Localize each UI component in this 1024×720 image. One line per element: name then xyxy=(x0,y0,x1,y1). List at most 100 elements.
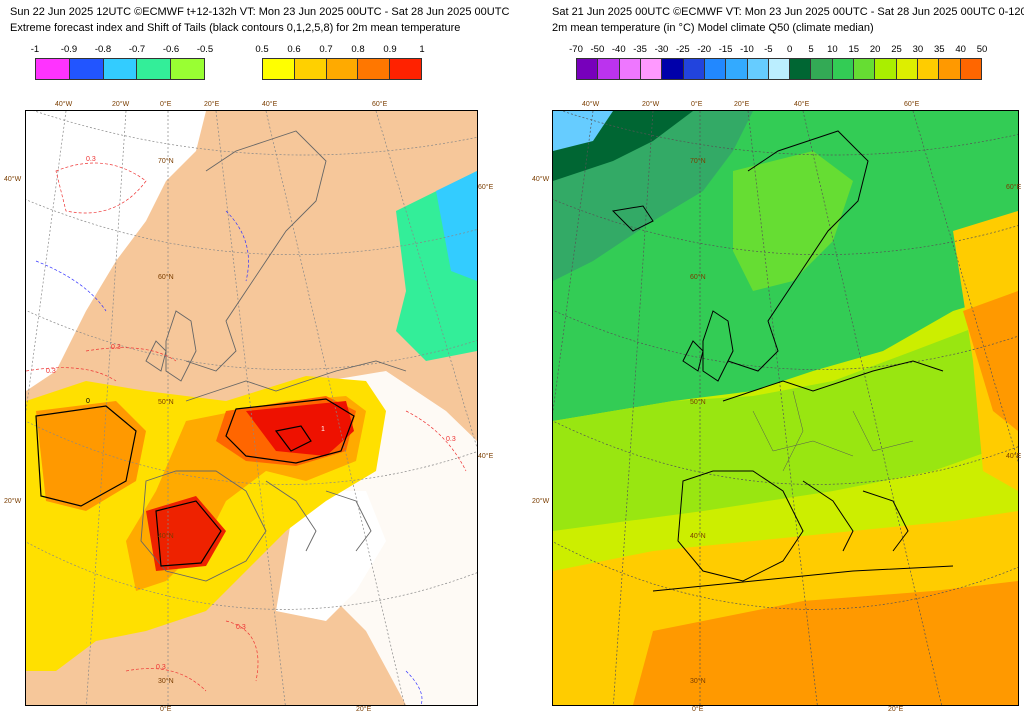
graticule-label: 60°N xyxy=(690,274,706,281)
legend-swatch xyxy=(171,59,204,79)
legend-label: 0 xyxy=(787,44,793,55)
graticule-label: 40°E xyxy=(262,101,278,108)
contour-label: 0.3 xyxy=(446,436,456,443)
legend-swatch xyxy=(832,59,855,79)
legend-label: -1 xyxy=(30,44,40,55)
legend-label: -20 xyxy=(697,44,712,55)
graticule-label: 0°E xyxy=(160,101,172,108)
legend-label: 0.8 xyxy=(351,44,365,55)
contour-label: 0.3 xyxy=(46,368,56,375)
graticule-label: 30°N xyxy=(690,678,706,685)
legend-label: -40 xyxy=(611,44,626,55)
legend-label: 0.5 xyxy=(255,44,269,55)
graticule-label: 0°E xyxy=(160,706,172,713)
legend-label: 5 xyxy=(808,44,814,55)
legend-swatch xyxy=(939,59,961,79)
legend-label: -35 xyxy=(633,44,647,55)
legend-swatch xyxy=(619,59,641,79)
efi-warm-legend-labels: 0.5 0.6 0.7 0.8 0.9 1 xyxy=(255,44,425,58)
efi-panel: Sun 22 Jun 2025 12UTC ©ECMWF t+12-132h V… xyxy=(4,6,510,713)
efi-title-line1: Sun 22 Jun 2025 12UTC ©ECMWF t+12-132h V… xyxy=(10,6,510,18)
map-graticule xyxy=(26,111,477,705)
legend-label: -25 xyxy=(675,44,690,55)
legend-swatch xyxy=(294,59,327,79)
legend-label: -0.5 xyxy=(196,44,214,55)
contour-label: 0.3 xyxy=(111,344,121,351)
legend-swatch xyxy=(726,59,748,79)
map-coastlines xyxy=(140,130,407,582)
legend-label: -5 xyxy=(764,44,773,55)
graticule-label: 40°N xyxy=(158,533,174,540)
legend-swatch xyxy=(662,59,684,79)
graticule-label: 0°E xyxy=(692,706,704,713)
graticule-label: 60°E xyxy=(1006,184,1022,191)
map-orange-east xyxy=(963,291,1018,431)
climate-map xyxy=(552,110,1019,706)
contour-label: 1 xyxy=(321,426,325,433)
legend-label: 50 xyxy=(976,44,988,55)
graticule-label: 60°E xyxy=(478,184,494,191)
legend-label: -50 xyxy=(590,44,605,55)
map-coastlines xyxy=(611,130,954,592)
legend-label: 30 xyxy=(912,44,924,55)
legend-label: 25 xyxy=(891,44,902,55)
graticule-label: 70°N xyxy=(690,158,706,165)
legend-label: 1 xyxy=(419,44,425,55)
map-green-scandinavia xyxy=(733,151,853,291)
efi-cold-legend-labels: -1 -0.9 -0.8 -0.7 -0.6 -0.5 xyxy=(31,44,213,58)
climate-map-canvas xyxy=(553,111,1018,705)
legend-swatch xyxy=(137,59,172,79)
legend-label: 20 xyxy=(869,44,881,55)
legend-label: -0.8 xyxy=(94,44,112,55)
legend-label: 35 xyxy=(933,44,945,55)
legend-swatch xyxy=(640,59,663,79)
legend-swatch xyxy=(69,59,104,79)
climate-title-line1: Sat 21 Jun 2025 00UTC ©ECMWF VT: Mon 23 … xyxy=(552,6,1024,18)
legend-swatch xyxy=(577,59,599,79)
legend-label: -10 xyxy=(740,44,754,55)
map-efi-blue-dashed xyxy=(35,210,423,705)
map-contour-labels: 0.3 0.3 0.3 0.3 0.3 0.3 0 1 xyxy=(46,156,456,671)
map-efi-red-dashed xyxy=(26,162,467,692)
map-cyan-arctic xyxy=(553,111,613,151)
graticule-label: 40°N xyxy=(690,533,706,540)
graticule-label: 20°W xyxy=(642,101,660,108)
legend-label: 0.6 xyxy=(287,44,301,55)
map-efi-cyan xyxy=(436,171,477,281)
efi-warm-legend: 0.5 0.6 0.7 0.8 0.9 1 xyxy=(255,44,425,88)
map-efi-red-iberia xyxy=(146,496,226,571)
legend-label: 15 xyxy=(848,44,860,55)
legend-label: -15 xyxy=(718,44,733,55)
legend-label: -0.9 xyxy=(60,44,78,55)
climate-title-line2: 2m mean temperature (in °C) Model climat… xyxy=(552,22,874,34)
legend-swatch xyxy=(683,59,705,79)
contour-label: 0.3 xyxy=(86,156,96,163)
graticule-label: 70°N xyxy=(158,158,174,165)
legend-swatch xyxy=(103,59,138,79)
legend-label: 0.9 xyxy=(383,44,397,55)
efi-map: 0.3 0.3 0.3 0.3 0.3 0.3 0 1 xyxy=(25,110,478,706)
climate-legend: -70 -50 -40 -35 -30 -25 -20 -15 -10 -5 0 5 10 15 20 25 3… xyxy=(569,44,987,88)
map-efi-orange-west xyxy=(36,401,146,511)
climate-colorbar xyxy=(576,58,982,80)
climate-legend-labels: -70 -50 -40 -35 -30 -25 -20 -15 -10 -5 0 5 10 15 20 25 3… xyxy=(569,44,987,58)
legend-swatch xyxy=(875,59,897,79)
efi-cold-colorbar xyxy=(35,58,205,80)
legend-swatch xyxy=(768,59,791,79)
legend-label: -30 xyxy=(654,44,669,55)
graticule-label: 40°E xyxy=(478,453,494,460)
contour-label: 0.3 xyxy=(236,624,246,631)
map-ocean-area xyxy=(26,111,206,391)
graticule-label: 20°W xyxy=(4,498,22,505)
map-sea-area xyxy=(276,491,386,621)
legend-swatch xyxy=(854,59,876,79)
efi-title-line2: Extreme forecast index and Shift of Tail… xyxy=(10,22,461,34)
climate-panel: Sat 21 Jun 2025 00UTC ©ECMWF VT: Mon 23 … xyxy=(512,0,1024,720)
legend-swatch xyxy=(36,59,70,79)
legend-swatch xyxy=(390,59,421,79)
graticule-label: 40°W xyxy=(582,101,600,108)
legend-swatch xyxy=(358,59,391,79)
legend-swatch xyxy=(896,59,918,79)
legend-label: 0.7 xyxy=(319,44,333,55)
graticule-label: 40°E xyxy=(794,101,810,108)
